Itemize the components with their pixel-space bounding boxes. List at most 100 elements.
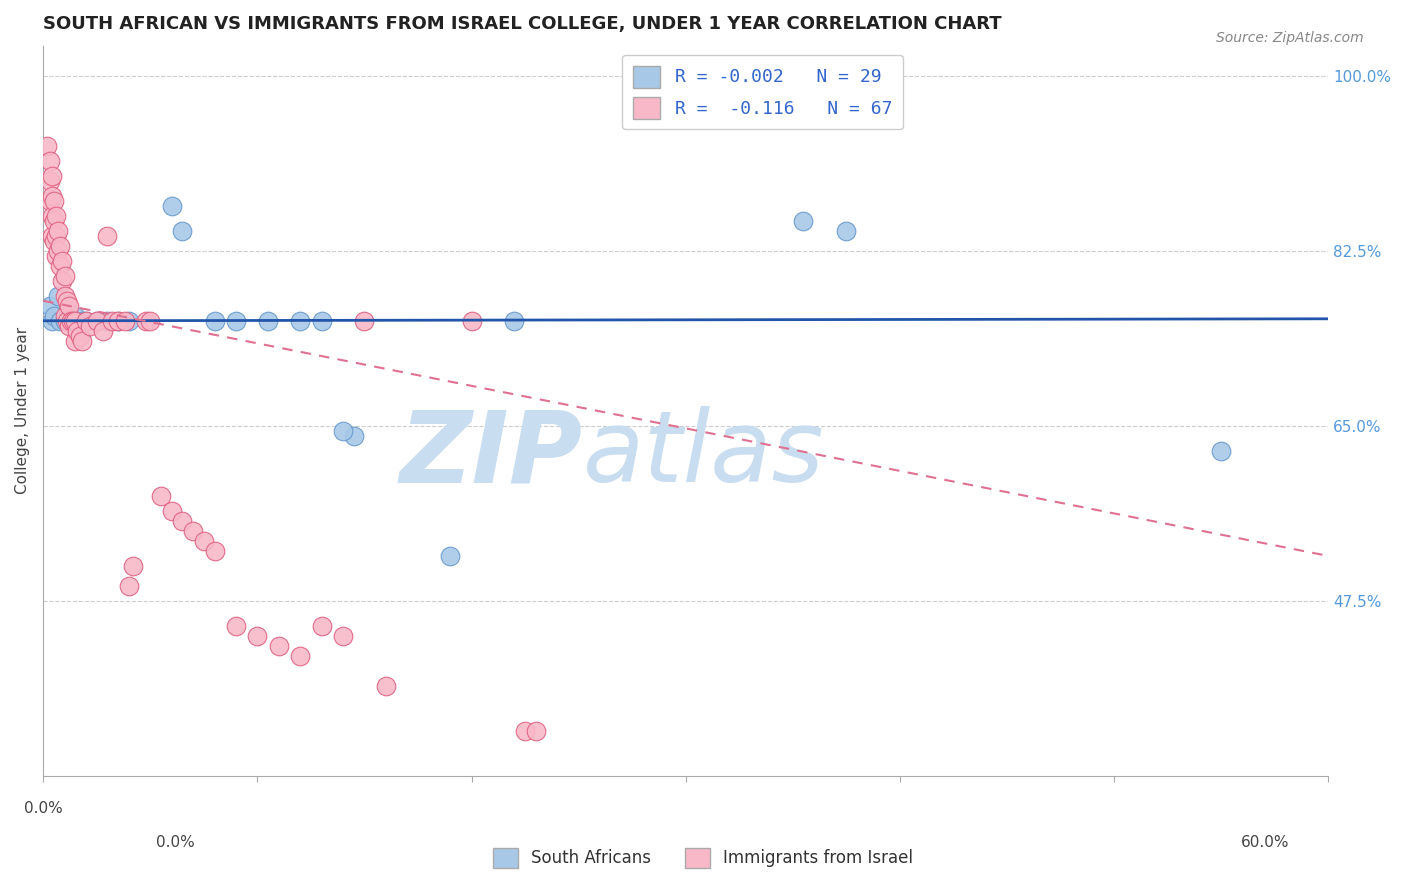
Point bbox=[53, 309, 76, 323]
Point bbox=[75, 314, 97, 328]
Point bbox=[42, 213, 65, 227]
Point bbox=[374, 679, 396, 693]
Point bbox=[51, 253, 73, 268]
Text: 0.0%: 0.0% bbox=[24, 801, 63, 816]
Point bbox=[38, 153, 60, 168]
Legend: South Africans, Immigrants from Israel: South Africans, Immigrants from Israel bbox=[486, 841, 920, 875]
Point bbox=[49, 259, 72, 273]
Point bbox=[62, 314, 84, 328]
Point bbox=[118, 314, 141, 328]
Point bbox=[353, 314, 375, 328]
Point bbox=[160, 504, 183, 518]
Point bbox=[42, 309, 65, 323]
Point bbox=[1209, 443, 1232, 458]
Point bbox=[49, 239, 72, 253]
Point bbox=[139, 314, 162, 328]
Point bbox=[96, 314, 118, 328]
Point bbox=[41, 169, 63, 183]
Text: SOUTH AFRICAN VS IMMIGRANTS FROM ISRAEL COLLEGE, UNDER 1 YEAR CORRELATION CHART: SOUTH AFRICAN VS IMMIGRANTS FROM ISRAEL … bbox=[44, 15, 1002, 33]
Point bbox=[45, 249, 67, 263]
Point bbox=[107, 314, 129, 328]
Point bbox=[69, 328, 91, 343]
Point bbox=[193, 533, 215, 548]
Point bbox=[835, 224, 858, 238]
Point bbox=[332, 424, 354, 438]
Point bbox=[42, 194, 65, 208]
Text: ZIP: ZIP bbox=[399, 406, 583, 503]
Text: 60.0%: 60.0% bbox=[1241, 836, 1289, 850]
Point bbox=[70, 314, 93, 328]
Point bbox=[631, 84, 654, 98]
Point bbox=[311, 619, 333, 633]
Point bbox=[343, 429, 366, 443]
Point bbox=[70, 334, 93, 348]
Point bbox=[46, 289, 69, 303]
Point bbox=[91, 324, 114, 338]
Point bbox=[66, 324, 89, 338]
Point bbox=[51, 274, 73, 288]
Point bbox=[96, 228, 118, 243]
Point bbox=[86, 314, 108, 328]
Point bbox=[118, 579, 141, 593]
Point bbox=[37, 138, 59, 153]
Point bbox=[135, 314, 157, 328]
Point bbox=[55, 293, 77, 308]
Point bbox=[86, 314, 108, 328]
Point bbox=[290, 648, 312, 663]
Point bbox=[792, 213, 814, 227]
Point bbox=[149, 489, 172, 503]
Text: 0.0%: 0.0% bbox=[156, 836, 195, 850]
Point bbox=[38, 194, 60, 208]
Point bbox=[58, 314, 80, 328]
Point bbox=[122, 558, 145, 573]
Point bbox=[79, 318, 101, 333]
Point bbox=[225, 619, 247, 633]
Point bbox=[75, 314, 97, 328]
Point bbox=[42, 234, 65, 248]
Point bbox=[107, 314, 129, 328]
Text: atlas: atlas bbox=[583, 406, 824, 503]
Point bbox=[332, 629, 354, 643]
Point bbox=[53, 314, 76, 328]
Point bbox=[225, 314, 247, 328]
Legend: R = -0.002   N = 29, R =  -0.116   N = 67: R = -0.002 N = 29, R = -0.116 N = 67 bbox=[623, 54, 903, 129]
Point bbox=[290, 314, 312, 328]
Point bbox=[172, 514, 194, 528]
Point bbox=[58, 299, 80, 313]
Point bbox=[45, 209, 67, 223]
Point bbox=[41, 228, 63, 243]
Point bbox=[267, 639, 290, 653]
Point bbox=[53, 289, 76, 303]
Point bbox=[439, 549, 461, 563]
Point bbox=[114, 314, 136, 328]
Point bbox=[524, 724, 547, 739]
Point bbox=[55, 314, 77, 328]
Point bbox=[65, 334, 87, 348]
Point bbox=[49, 314, 72, 328]
Point bbox=[246, 629, 269, 643]
Point bbox=[46, 224, 69, 238]
Point bbox=[460, 314, 482, 328]
Point bbox=[41, 314, 63, 328]
Point bbox=[45, 228, 67, 243]
Y-axis label: College, Under 1 year: College, Under 1 year bbox=[15, 327, 30, 494]
Point bbox=[65, 314, 87, 328]
Point bbox=[38, 174, 60, 188]
Point bbox=[100, 314, 122, 328]
Point bbox=[204, 544, 226, 558]
Point bbox=[204, 314, 226, 328]
Point bbox=[172, 224, 194, 238]
Point bbox=[41, 188, 63, 202]
Point bbox=[46, 244, 69, 258]
Point bbox=[257, 314, 280, 328]
Point bbox=[311, 314, 333, 328]
Point bbox=[41, 209, 63, 223]
Point bbox=[60, 314, 83, 328]
Point bbox=[65, 309, 87, 323]
Point bbox=[38, 299, 60, 313]
Point bbox=[503, 314, 526, 328]
Point bbox=[181, 524, 204, 538]
Point bbox=[53, 268, 76, 283]
Text: Source: ZipAtlas.com: Source: ZipAtlas.com bbox=[1216, 31, 1364, 45]
Point bbox=[160, 199, 183, 213]
